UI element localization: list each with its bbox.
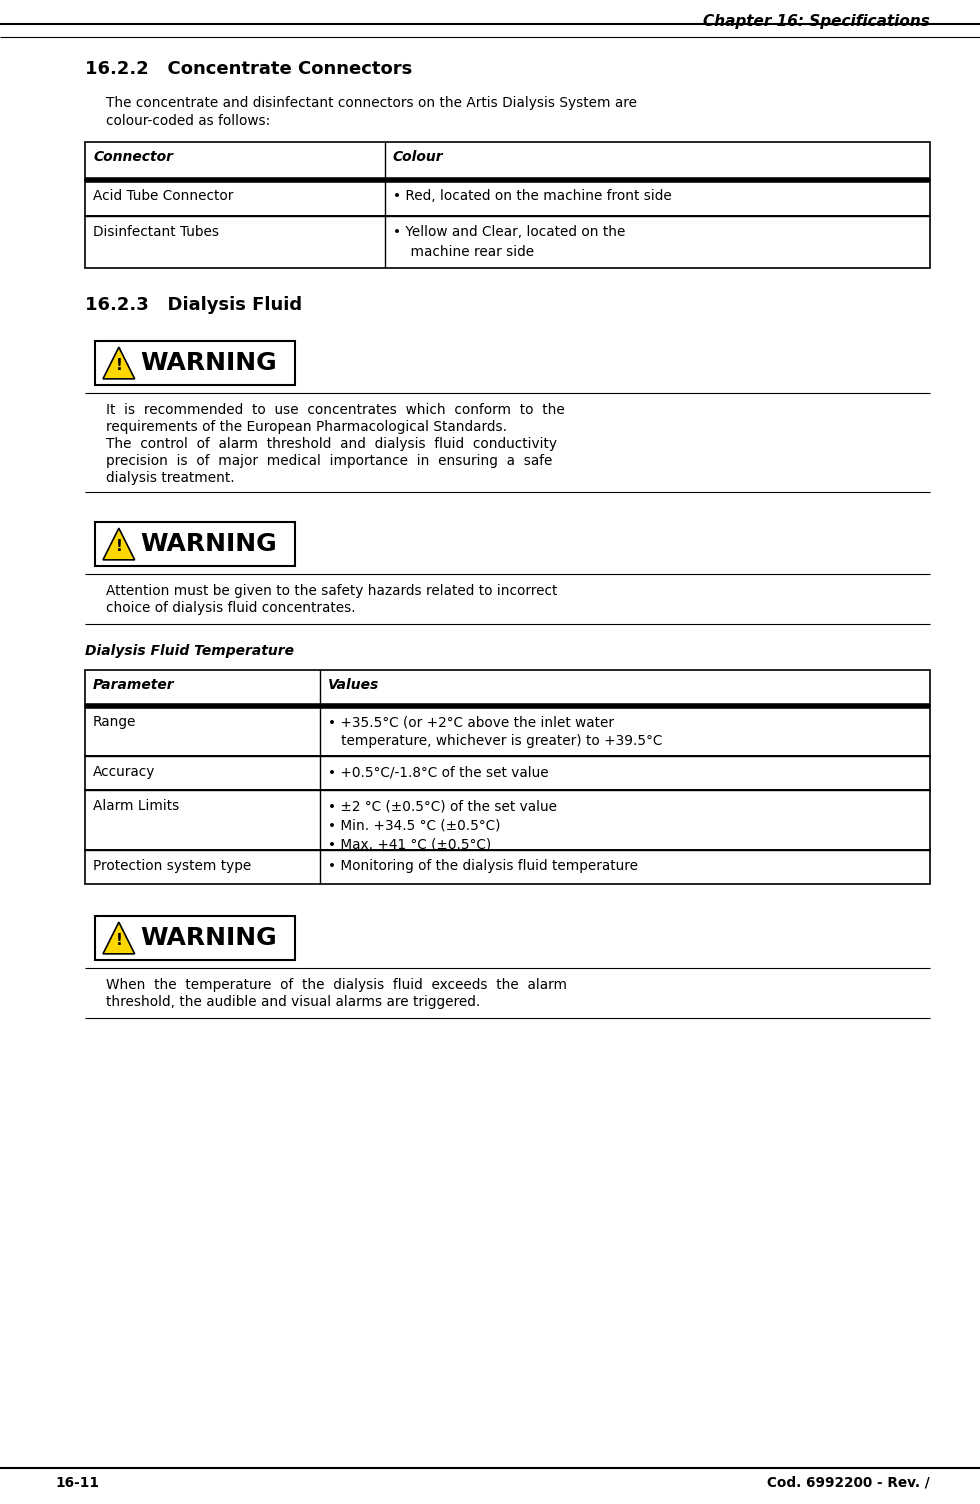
Text: choice of dialysis fluid concentrates.: choice of dialysis fluid concentrates. <box>106 602 356 615</box>
Text: The  control  of  alarm  threshold  and  dialysis  fluid  conductivity: The control of alarm threshold and dialy… <box>106 438 557 451</box>
Text: Disinfectant Tubes: Disinfectant Tubes <box>93 226 219 239</box>
Bar <box>85 180 930 217</box>
Text: 16.2.2   Concentrate Connectors: 16.2.2 Concentrate Connectors <box>85 60 413 78</box>
Bar <box>95 916 295 960</box>
Text: Attention must be given to the safety hazards related to incorrect: Attention must be given to the safety ha… <box>106 584 558 599</box>
Polygon shape <box>103 922 134 954</box>
Text: Cod. 6992200 - Rev. /: Cod. 6992200 - Rev. / <box>767 1475 930 1490</box>
Bar <box>85 757 930 790</box>
Text: Chapter 16: Specifications: Chapter 16: Specifications <box>703 14 930 29</box>
Text: !: ! <box>116 538 122 553</box>
Text: • Red, located on the machine front side: • Red, located on the machine front side <box>393 190 671 203</box>
Text: !: ! <box>116 358 122 373</box>
Text: dialysis treatment.: dialysis treatment. <box>106 471 234 484</box>
Text: Alarm Limits: Alarm Limits <box>93 799 179 814</box>
Text: Range: Range <box>93 714 136 729</box>
Text: The concentrate and disinfectant connectors on the Artis Dialysis System are: The concentrate and disinfectant connect… <box>106 96 637 110</box>
Text: precision  is  of  major  medical  importance  in  ensuring  a  safe: precision is of major medical importance… <box>106 454 553 468</box>
Text: 16-11: 16-11 <box>55 1475 99 1490</box>
Text: WARNING: WARNING <box>141 926 277 951</box>
Text: 16.2.3   Dialysis Fluid: 16.2.3 Dialysis Fluid <box>85 296 302 314</box>
Text: Connector: Connector <box>93 150 173 164</box>
Text: Acid Tube Connector: Acid Tube Connector <box>93 190 233 203</box>
Text: threshold, the audible and visual alarms are triggered.: threshold, the audible and visual alarms… <box>106 996 480 1009</box>
Text: Colour: Colour <box>393 150 444 164</box>
Text: Parameter: Parameter <box>93 678 174 692</box>
Text: • ±2 °C (±0.5°C) of the set value
• Min. +34.5 °C (±0.5°C)
• Max. +41 °C (±0.5°C: • ±2 °C (±0.5°C) of the set value • Min.… <box>328 799 557 851</box>
Bar <box>95 522 295 566</box>
Polygon shape <box>103 528 134 559</box>
Bar <box>85 705 930 757</box>
Bar <box>85 790 930 850</box>
Text: requirements of the European Pharmacological Standards.: requirements of the European Pharmacolog… <box>106 420 507 435</box>
Text: • Yellow and Clear, located on the
    machine rear side: • Yellow and Clear, located on the machi… <box>393 226 625 259</box>
Text: !: ! <box>116 932 122 948</box>
Polygon shape <box>103 347 134 379</box>
Text: • +35.5°C (or +2°C above the inlet water
   temperature, whichever is greater) t: • +35.5°C (or +2°C above the inlet water… <box>328 714 662 749</box>
Text: WARNING: WARNING <box>141 350 277 374</box>
Text: Accuracy: Accuracy <box>93 766 156 779</box>
Text: • Monitoring of the dialysis fluid temperature: • Monitoring of the dialysis fluid tempe… <box>328 859 638 872</box>
Bar <box>85 217 930 268</box>
Bar <box>85 141 930 180</box>
Text: WARNING: WARNING <box>141 532 277 556</box>
Bar <box>95 341 295 385</box>
Bar <box>85 669 930 705</box>
Text: colour-coded as follows:: colour-coded as follows: <box>106 114 270 128</box>
Text: It  is  recommended  to  use  concentrates  which  conform  to  the: It is recommended to use concentrates wh… <box>106 403 564 417</box>
Bar <box>85 850 930 884</box>
Text: When  the  temperature  of  the  dialysis  fluid  exceeds  the  alarm: When the temperature of the dialysis flu… <box>106 978 567 993</box>
Text: Values: Values <box>328 678 379 692</box>
Text: • +0.5°C/-1.8°C of the set value: • +0.5°C/-1.8°C of the set value <box>328 766 549 779</box>
Text: Dialysis Fluid Temperature: Dialysis Fluid Temperature <box>85 644 294 659</box>
Text: Protection system type: Protection system type <box>93 859 251 872</box>
